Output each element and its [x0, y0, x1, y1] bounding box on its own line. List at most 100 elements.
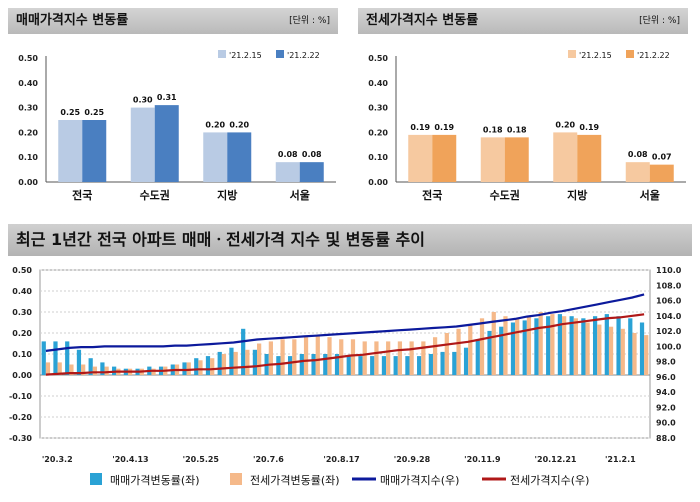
sale-change-bar — [88, 358, 93, 375]
jeonse-change-bar — [92, 366, 98, 375]
combo-left-tick-label: 0.50 — [12, 266, 32, 275]
sale-change-title: 매매가격지수 변동률 [단위 : %] — [8, 8, 338, 34]
jeonse-x-tick-label: 수도권 — [490, 189, 520, 202]
combo-legend-label: 전세가격지수(우) — [510, 474, 589, 487]
jeonse-change-bar — [538, 312, 543, 375]
jeonse-legend-label: '21.2.15 — [579, 51, 612, 60]
sale-change-bar — [182, 362, 187, 375]
jeonse-data-label: 0.18 — [483, 125, 503, 134]
jeonse-change-bar — [550, 314, 555, 375]
sale-bar — [130, 107, 155, 182]
jeonse-change-bar — [57, 362, 62, 375]
sale-change-bar — [393, 356, 398, 375]
trend-chart-title: 최근 1년간 전국 아파트 매매ㆍ전세가격 지수 및 변동률 추이 — [8, 224, 692, 256]
combo-right-tick-label: 110.0 — [656, 266, 682, 275]
jeonse-change-bar — [221, 354, 227, 375]
sale-change-bar — [463, 347, 469, 375]
sale-change-bar — [628, 318, 633, 375]
jeonse-change-bar — [432, 337, 438, 375]
combo-left-tick-label: 0.00 — [12, 371, 32, 380]
sale-data-label: 0.31 — [157, 93, 177, 102]
combo-left-tick-label: 0.10 — [12, 350, 32, 359]
jeonse-change-bar — [562, 316, 567, 375]
jeonse-bar — [504, 137, 529, 182]
jeonse-change-bar — [397, 341, 403, 375]
sale-bar — [275, 162, 300, 182]
sale-change-bar — [475, 339, 480, 375]
jeonse-x-tick-label: 지방 — [567, 188, 587, 202]
jeonse-change-bar — [597, 324, 602, 375]
jeonse-y-tick-label: 0.50 — [368, 54, 388, 63]
jeonse-x-tick-label: 서울 — [640, 188, 660, 202]
jeonse-change-bar — [608, 326, 614, 375]
combo-legend-label: 매매가격지수(우) — [380, 474, 459, 487]
sale-change-unit: [단위 : %] — [289, 16, 330, 26]
sale-change-bar — [346, 356, 351, 375]
combo-x-tick-label: '20.11.9 — [464, 455, 501, 464]
jeonse-change-bar — [456, 328, 461, 375]
jeonse-bar — [432, 134, 457, 182]
jeonse-data-label: 0.18 — [507, 125, 527, 134]
sale-change-bar — [252, 349, 258, 375]
sale-change-bar — [639, 322, 645, 375]
sale-change-bar — [499, 326, 504, 375]
combo-left-tick-label: -0.30 — [9, 434, 32, 443]
sale-change-bar — [358, 356, 363, 375]
jeonse-change-title-text: 전세가격지수 변동률 — [366, 13, 479, 28]
sale-change-bar — [299, 354, 304, 375]
combo-left-tick-label: 0.30 — [12, 308, 32, 317]
jeonse-y-tick-label: 0.30 — [368, 104, 388, 113]
sale-change-bar — [546, 316, 551, 375]
sale-change-bar — [276, 356, 281, 375]
sale-change-title-text: 매매가격지수 변동률 — [16, 13, 129, 28]
combo-x-tick-label: '20.7.6 — [253, 455, 284, 464]
sale-change-bar — [428, 354, 433, 375]
jeonse-change-bar-chart: 0.00 0.10 0.20 0.30 0.40 0.50 전국 0.19 0.19 수도권 0.1… — [368, 50, 686, 202]
combo-right-tick-label: 98.0 — [656, 358, 676, 367]
sale-change-bar — [405, 356, 410, 375]
sale-x-tick-label: 수도권 — [140, 189, 170, 202]
jeonse-data-label: 0.19 — [410, 123, 430, 132]
combo-x-tick-label: '20.8.17 — [323, 455, 359, 464]
jeonse-change-bar — [620, 328, 625, 375]
jeonse-bar — [480, 137, 505, 182]
sale-change-bar — [53, 341, 58, 375]
sale-change-bar — [487, 330, 492, 375]
sale-change-bar — [76, 349, 82, 375]
jeonse-change-bar — [245, 349, 250, 375]
jeonse-data-label: 0.19 — [579, 123, 599, 132]
combo-x-tick-label: '20.9.28 — [394, 455, 431, 464]
jeonse-y-tick-label: 0.40 — [368, 79, 388, 88]
combo-legend-label: 매매가격변동률(좌) — [110, 474, 200, 487]
jeonse-change-bar — [644, 335, 649, 375]
jeonse-change-bar — [409, 341, 414, 375]
sale-change-bar — [417, 356, 422, 375]
sale-change-bar — [534, 318, 539, 375]
jeonse-data-label: 0.08 — [628, 150, 648, 159]
sale-change-bar — [241, 328, 246, 375]
jeonse-change-bar — [573, 318, 578, 375]
sale-change-bar — [440, 351, 445, 375]
jeonse-bar — [625, 162, 650, 182]
sale-change-bar — [616, 316, 621, 375]
jeonse-change-bar — [69, 364, 74, 375]
jeonse-index-line — [45, 313, 645, 376]
sale-change-bar — [100, 362, 105, 375]
combo-right-tick-label: 108.0 — [656, 281, 682, 290]
sale-bar — [203, 132, 228, 182]
sale-x-tick-label: 서울 — [290, 188, 310, 202]
sale-bar — [299, 162, 324, 182]
sale-data-label: 0.30 — [133, 96, 153, 105]
sale-change-bar — [581, 318, 586, 375]
combo-left-tick-label: -0.20 — [9, 413, 32, 422]
sale-change-bar — [65, 341, 70, 375]
jeonse-y-tick-label: 0.20 — [368, 128, 388, 137]
sale-change-bar — [381, 356, 387, 375]
sale-legend-swatch — [218, 50, 226, 58]
jeonse-change-bar — [491, 312, 496, 375]
sale-data-label: 0.08 — [302, 150, 322, 159]
sale-change-bar — [522, 320, 527, 375]
sale-legend-label: '21.2.15 — [229, 51, 262, 60]
jeonse-change-bar — [104, 366, 109, 375]
